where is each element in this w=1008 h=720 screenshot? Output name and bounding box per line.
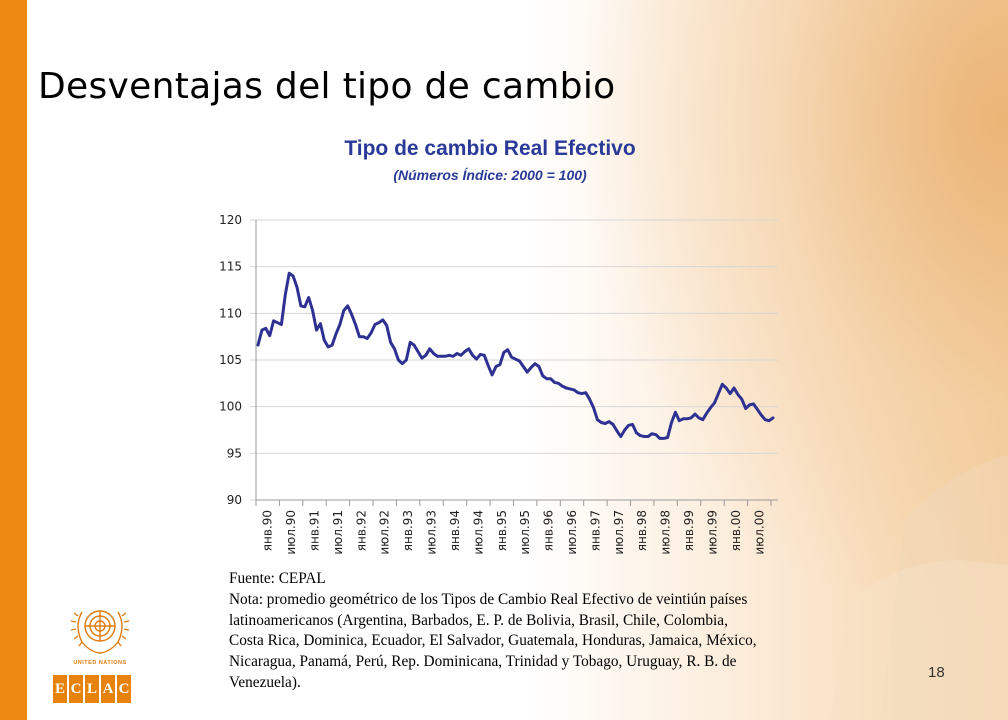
source-text: Fuente: CEPAL	[229, 570, 326, 587]
chart-title: Tipo de cambio Real Efectivo	[344, 137, 636, 160]
logo-letter: E	[53, 675, 67, 703]
x-tick-label: июл.96	[565, 510, 579, 555]
logo-letter: L	[85, 675, 99, 703]
logo-letter: C	[69, 675, 83, 703]
chart-notes: Fuente: CEPAL Nota: promedio geométrico …	[229, 569, 889, 694]
page-number: 18	[928, 664, 945, 681]
x-tick-label: янв.99	[682, 510, 696, 551]
y-tick-label: 90	[227, 493, 242, 507]
x-tick-label: июл.91	[331, 510, 345, 555]
y-tick-label: 95	[227, 446, 242, 460]
x-tick-label: янв.94	[448, 510, 462, 551]
x-tick-label: июл.90	[284, 510, 298, 555]
note-line: Nota: promedio geométrico de los Tipos d…	[229, 590, 748, 608]
x-tick-label: июл.00	[752, 510, 766, 555]
x-tick-label: янв.90	[261, 510, 275, 551]
x-tick-label: июл.99	[705, 510, 719, 555]
x-tick-label: янв.93	[401, 510, 415, 551]
series-line	[256, 271, 775, 440]
x-tick-label: июл.93	[425, 510, 439, 555]
x-tick-label: янв.00	[729, 510, 743, 551]
accent-bar	[0, 0, 27, 720]
logo-letter: A	[101, 675, 115, 703]
y-tick-label: 115	[219, 260, 242, 274]
chart-subtitle-wrap: (Números Índice: 2000 = 100)	[0, 167, 1008, 183]
y-tick-label: 100	[219, 400, 242, 414]
x-tick-label: янв.97	[588, 510, 602, 551]
y-tick-label: 110	[219, 306, 242, 320]
slide-title: Desventajas del tipo de cambio	[38, 66, 616, 107]
note-line: Costa Rica, Dominica, Ecuador, El Salvad…	[229, 632, 757, 650]
x-tick-labels: янв.90 июл.90 янв.91 июл.91 янв.92 июл.92 янв.…	[261, 510, 767, 555]
un-label: UNITED NATIONS	[73, 660, 127, 666]
note-line: latinoamericanos (Argentina, Barbados, E…	[229, 611, 728, 629]
chart-title-wrap: Tipo de cambio Real Efectivo	[0, 137, 1008, 161]
chart-subtitle: (Números Índice: 2000 = 100)	[393, 167, 587, 183]
series-layer	[256, 271, 775, 440]
note-line: Nicaragua, Panamá, Perú, Rep. Dominicana…	[229, 653, 737, 671]
y-tick-labels: 90 95 100 105 110 115 120	[219, 213, 242, 507]
axes	[255, 220, 778, 506]
y-tick-label: 105	[219, 353, 242, 367]
note-line: Venezuela).	[229, 673, 301, 691]
logo-letter: C	[117, 675, 131, 703]
x-tick-label: июл.94	[471, 510, 485, 555]
x-tick-label: июл.95	[518, 510, 532, 555]
x-tick-label: июл.92	[378, 510, 392, 555]
eclac-logo: E C L A C	[53, 675, 131, 703]
x-tick-label: янв.92	[354, 510, 368, 551]
x-tick-label: июл.98	[659, 510, 673, 555]
x-tick-label: янв.95	[495, 510, 509, 551]
y-tick-label: 120	[219, 213, 242, 227]
x-tick-label: янв.96	[542, 510, 556, 551]
x-tick-label: июл.97	[612, 510, 626, 555]
x-tick-label: янв.98	[635, 510, 649, 551]
un-emblem-icon	[70, 610, 130, 654]
x-tick-label: янв.91	[308, 510, 322, 551]
